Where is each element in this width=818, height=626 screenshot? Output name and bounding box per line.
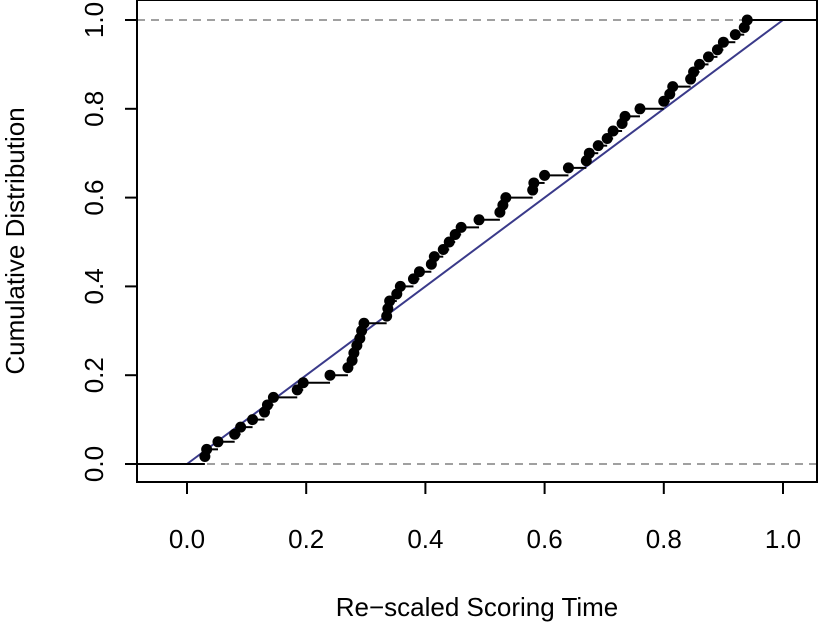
y-tick-label-5: 1.0 xyxy=(79,2,109,38)
x-tick-label-0: 0.0 xyxy=(169,524,205,554)
ecdf-point-59 xyxy=(741,14,753,26)
ecdf-point-27 xyxy=(428,251,440,263)
ecdf-point-29 xyxy=(443,236,455,248)
y-tick-label-1: 0.2 xyxy=(79,357,109,393)
y-axis-label: Cumulative Distribution xyxy=(0,107,30,374)
ecdf-point-21 xyxy=(384,295,396,307)
uniform-cdf-line xyxy=(186,19,784,465)
x-axis-label: Re−scaled Scoring Time xyxy=(336,592,619,622)
ecdf-point-37 xyxy=(528,177,540,189)
ecdf-point-11 xyxy=(324,369,336,381)
y-tick-label-2: 0.4 xyxy=(79,268,109,304)
x-tick-label-4: 0.8 xyxy=(646,524,682,554)
ecdf-point-1 xyxy=(201,443,213,455)
ecdf-point-56 xyxy=(717,36,729,48)
x-tick-label-5: 1.0 xyxy=(765,524,801,554)
ecdf-point-57 xyxy=(729,29,741,41)
ecdf-point-10 xyxy=(297,377,309,389)
ecdf-points xyxy=(199,14,753,462)
plot-frame xyxy=(136,0,818,483)
ecdf-point-46 xyxy=(619,110,631,122)
ecdf-point-7 xyxy=(261,399,273,411)
ecdf-point-32 xyxy=(473,214,485,226)
ecdf-point-47 xyxy=(634,103,646,115)
ecdf-point-39 xyxy=(562,162,574,174)
ecdf-point-41 xyxy=(583,147,595,159)
ecdf-point-53 xyxy=(694,58,706,70)
ecdf-point-44 xyxy=(607,125,619,137)
ecdf-point-5 xyxy=(247,414,259,426)
x-axis: 0.0 0.2 0.4 0.6 0.8 1.0 xyxy=(169,482,801,554)
ecdf-point-52 xyxy=(688,66,700,78)
ecdf-point-42 xyxy=(592,140,604,152)
uniform-cdf-line-group xyxy=(186,19,784,465)
x-tick-label-1: 0.2 xyxy=(288,524,324,554)
x-tick-label-3: 0.6 xyxy=(527,524,563,554)
ecdf-point-50 xyxy=(667,81,679,93)
ecdf-point-55 xyxy=(711,44,723,56)
ecdf-point-4 xyxy=(235,421,247,433)
ecdf-point-38 xyxy=(539,169,551,181)
y-tick-label-0: 0.0 xyxy=(79,446,109,482)
ecdf-point-43 xyxy=(601,133,613,145)
ecdf-point-18 xyxy=(358,317,370,329)
y-tick-label-4: 0.8 xyxy=(79,91,109,127)
ecdf-point-28 xyxy=(437,244,449,256)
y-tick-label-3: 0.6 xyxy=(79,180,109,216)
ecdf-point-31 xyxy=(455,221,467,233)
reference-lines xyxy=(137,19,817,465)
ecdf-point-23 xyxy=(394,280,406,292)
ecdf-point-35 xyxy=(500,192,512,204)
ecdf-point-8 xyxy=(267,391,279,403)
ecdf-point-2 xyxy=(212,436,224,448)
ecdf-point-54 xyxy=(703,51,714,63)
x-tick-label-2: 0.4 xyxy=(407,524,443,554)
ecdf-point-25 xyxy=(413,266,425,278)
y-axis: 0.0 0.2 0.4 0.6 0.8 1.0 xyxy=(79,2,137,482)
